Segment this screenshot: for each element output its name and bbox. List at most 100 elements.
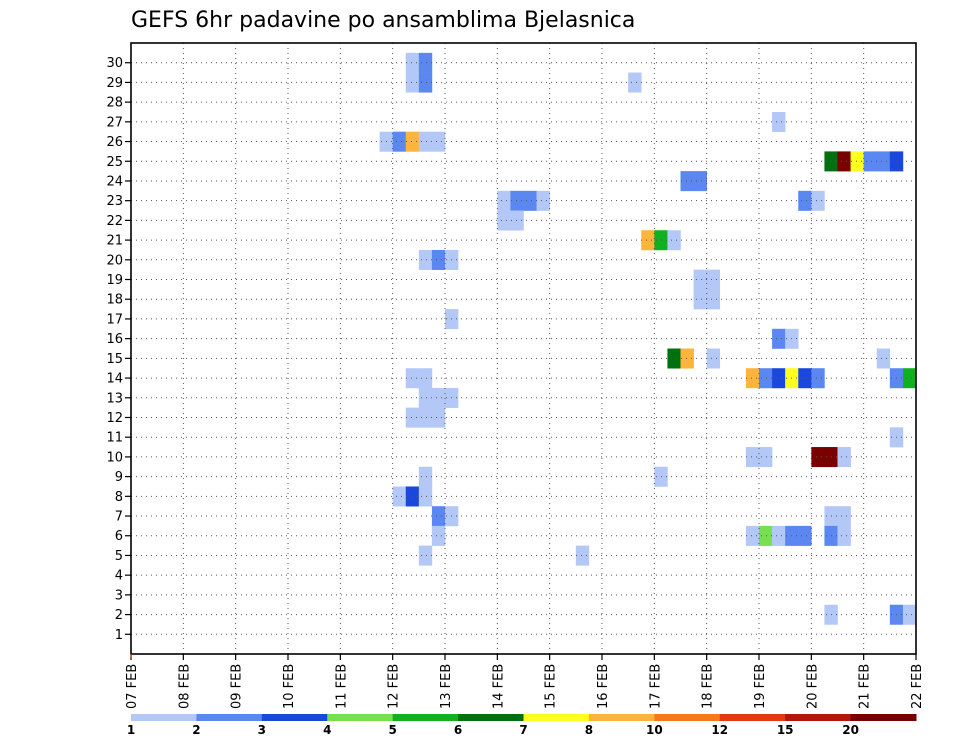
colorbar-segment: [261, 714, 328, 721]
precip-cell: [876, 348, 891, 369]
y-tick-label: 28: [106, 96, 123, 111]
precip-cell: [837, 525, 851, 546]
precip-cell: [418, 52, 433, 73]
colorbar-label: 5: [388, 723, 396, 737]
precip-cell: [405, 131, 420, 152]
colorbar-segment: [850, 714, 917, 721]
y-tick-label: 20: [106, 253, 123, 268]
precip-cell: [392, 486, 407, 507]
precip-cell: [418, 387, 433, 408]
precip-cell: [405, 52, 420, 73]
x-tick-label: 21 FEB: [858, 664, 873, 709]
precip-cell: [706, 269, 721, 290]
y-tick-label: 14: [106, 372, 123, 387]
x-tick-label: 19 FEB: [753, 664, 768, 709]
colorbar-label: 7: [519, 723, 527, 737]
colorbar-label: 20: [842, 723, 859, 737]
precip-cell: [863, 151, 878, 172]
precip-cell: [837, 151, 851, 172]
colorbar-segment: [327, 714, 394, 721]
precip-cell: [418, 249, 433, 270]
precip-cell: [418, 545, 433, 566]
y-tick-label: 5: [115, 549, 123, 564]
precip-cell: [837, 506, 851, 527]
x-tick-label: 17 FEB: [648, 664, 663, 709]
x-tick-label: 12 FEB: [387, 664, 402, 709]
chart-title: GEFS 6hr padavine po ansamblima Bjelasni…: [131, 8, 635, 33]
y-tick-label: 10: [106, 450, 123, 465]
precip-cell: [693, 289, 707, 310]
colorbar-segment: [523, 714, 590, 721]
precip-cell: [745, 447, 760, 468]
colorbar-label: 3: [258, 723, 266, 737]
precip-cell: [418, 466, 433, 487]
y-tick-label: 27: [106, 115, 123, 130]
colorbar-segment: [196, 714, 263, 721]
precip-cell: [431, 131, 446, 152]
precip-cell: [510, 210, 524, 231]
precip-cell: [418, 368, 433, 389]
precip-cell: [798, 525, 812, 546]
y-tick-label: 4: [115, 569, 123, 584]
precip-cell: [745, 368, 760, 389]
precip-cell: [811, 447, 825, 468]
precip-cell: [772, 368, 786, 389]
y-tick-label: 1: [115, 628, 123, 643]
x-tick-label: 18 FEB: [701, 664, 716, 709]
precip-cell: [405, 486, 420, 507]
precip-cell: [772, 328, 786, 349]
y-tick-label: 24: [106, 174, 123, 189]
precip-cell: [837, 447, 851, 468]
y-tick-label: 30: [106, 56, 123, 71]
precip-cell: [693, 171, 707, 192]
colorbar-label: 8: [585, 723, 593, 737]
x-axis: 07 FEB 08 FEB 09 FEB 10 FEB 11 FEB 12 FEB 13 F…: [125, 654, 925, 709]
y-tick-label: 13: [106, 391, 123, 406]
colorbar-label: 12: [711, 723, 728, 737]
precip-cell: [523, 190, 537, 211]
precip-cell: [431, 407, 446, 428]
precip-cell: [902, 604, 917, 625]
y-tick-label: 3: [115, 588, 123, 603]
precip-cell: [759, 525, 773, 546]
y-tick-label: 25: [106, 155, 123, 170]
precip-cell: [772, 525, 786, 546]
x-tick-label: 16 FEB: [596, 664, 611, 709]
precip-cell: [418, 486, 433, 507]
precip-cell: [811, 190, 825, 211]
precip-cell: [667, 348, 681, 369]
precip-cell: [759, 368, 773, 389]
x-tick-label: 13 FEB: [439, 664, 454, 709]
gridlines: [131, 43, 916, 654]
precip-cell: [798, 368, 812, 389]
precip-cell: [706, 348, 721, 369]
colorbar-label: 10: [646, 723, 663, 737]
y-tick-label: 8: [115, 490, 123, 505]
precip-cell: [811, 368, 825, 389]
x-tick-label: 11 FEB: [334, 664, 349, 709]
precip-cell: [497, 190, 511, 211]
precip-cell: [693, 269, 707, 290]
y-tick-label: 21: [106, 234, 123, 249]
precip-cell: [431, 506, 446, 527]
precip-cell: [418, 407, 433, 428]
y-tick-label: 2: [115, 608, 123, 623]
precip-cell: [392, 131, 407, 152]
y-tick-label: 19: [106, 273, 123, 288]
colorbar-segment: [458, 714, 524, 721]
precip-cell: [706, 289, 721, 310]
precip-cell: [431, 249, 446, 270]
colorbar-segment: [654, 714, 721, 721]
colorbar-label: 2: [192, 723, 200, 737]
precip-cell: [418, 131, 433, 152]
y-axis: 1234567891011121314151617181920212223242…: [106, 56, 131, 643]
colorbar-segment: [131, 714, 197, 721]
colorbar-label: 15: [777, 723, 794, 737]
y-tick-label: 22: [106, 214, 123, 229]
precip-cell: [850, 151, 864, 172]
precip-cell: [575, 545, 590, 566]
y-tick-label: 15: [106, 352, 123, 367]
precip-cell: [628, 72, 642, 93]
colorbar-segment: [392, 714, 459, 721]
